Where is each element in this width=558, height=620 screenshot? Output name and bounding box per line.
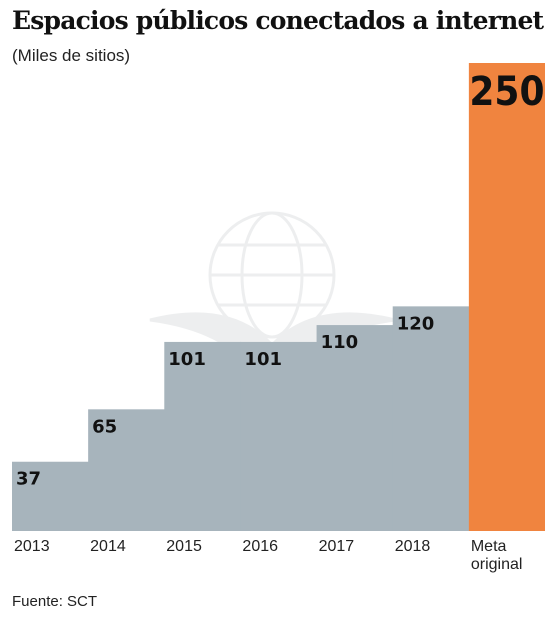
source-note: Fuente: SCT [12, 593, 98, 610]
value-label-2017: 110 [321, 332, 359, 353]
x-tick-label-2016: 2016 [242, 538, 278, 555]
x-tick-label-2014: 2014 [90, 538, 126, 555]
bar-2015 [164, 341, 242, 531]
value-label-2013: 37 [16, 469, 41, 490]
x-tick-label-meta-original-1: Meta [471, 538, 507, 555]
value-label-2015: 101 [168, 349, 206, 370]
bar-2018 [392, 306, 470, 531]
step-chart: 37 65 101 101 110 120 250 2013 2014 2015 2016 2017… [12, 63, 545, 573]
chart-subtitle: (Miles de sitios) [12, 46, 131, 65]
value-label-2018: 120 [397, 313, 435, 334]
value-labels-group: 37 65 101 101 110 120 250 [16, 69, 544, 490]
bar-2014 [88, 409, 165, 531]
bar-2013 [12, 461, 89, 531]
chart-title: Espacios públicos conectados a internet [12, 6, 544, 35]
value-label-2016: 101 [244, 349, 282, 370]
x-tick-label-2017: 2017 [319, 538, 355, 555]
bars-group [12, 63, 545, 531]
x-tick-label-meta-original-2: original [471, 556, 523, 573]
bar-2016 [240, 341, 318, 531]
bar-2017 [316, 325, 394, 531]
x-tick-label-2015: 2015 [166, 538, 202, 555]
x-tick-label-2013: 2013 [14, 538, 50, 555]
value-label-meta-original: 250 [469, 69, 544, 115]
bar-meta-original [468, 63, 545, 531]
x-tick-label-2018: 2018 [395, 538, 431, 555]
value-label-2014: 65 [92, 416, 117, 437]
